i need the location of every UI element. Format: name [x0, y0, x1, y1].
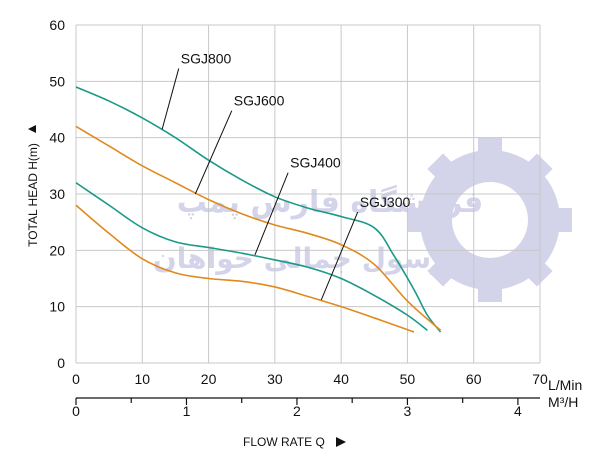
x-tick-label-m3h: 1: [183, 403, 191, 419]
watermark: FARS فروشگاه فارس پمپ رسول جمالی خواهان: [153, 138, 572, 302]
y-tick-label: 20: [49, 242, 65, 258]
annotation-leader-sgj800: [161, 68, 180, 130]
y-axis-title: TOTAL HEAD H(m): [26, 125, 40, 247]
x-axis-title: FLOW RATE Q: [243, 435, 325, 449]
gear-logo-icon: [408, 138, 572, 302]
x-tick-label-m3h: 4: [514, 403, 522, 419]
series-layer: [75, 86, 442, 333]
watermark-line-1: فروشگاه فارس پمپ: [177, 184, 483, 220]
watermark-logo-text: FARS: [470, 257, 507, 273]
x-tick-label-lmin: 30: [267, 371, 283, 387]
y-axis-label: TOTAL HEAD H(m): [26, 143, 40, 247]
x-tick-label-m3h: 3: [404, 403, 412, 419]
x-unit-lmin: L/Min: [548, 377, 582, 393]
annotation-leader-sgj300: [320, 211, 359, 301]
x-tick-label-lmin: 0: [72, 371, 80, 387]
series-line-sgj400: [75, 182, 428, 331]
grid: [75, 24, 541, 364]
watermark-line-2: رسول جمالی خواهان: [153, 242, 447, 275]
annotation-label-sgj600: SGJ600: [234, 93, 285, 109]
y-axis-arrow-icon: [28, 125, 36, 133]
x-tick-label-lmin: 20: [201, 371, 217, 387]
annotation-label-sgj300: SGJ300: [360, 194, 411, 210]
y-tick-label: 60: [49, 17, 65, 33]
annotation-label-sgj800: SGJ800: [181, 50, 232, 66]
x-tick-label-lmin: 60: [466, 371, 482, 387]
x-unit-m3h: M³/H: [548, 394, 578, 410]
y-tick-label: 30: [49, 186, 65, 202]
y-tick-label: 50: [49, 73, 65, 89]
x-tick-label-lmin: 50: [400, 371, 416, 387]
x-axis-arrow-icon: [336, 437, 346, 447]
annotation-leader-sgj400: [254, 172, 289, 256]
x-tick-label-m3h: 2: [293, 403, 301, 419]
series-line-sgj600: [75, 125, 442, 331]
x-tick-label-lmin: 40: [333, 371, 349, 387]
axes: TOTAL HEAD H(m) L/Min M³/H FLOW RATE Q 0…: [26, 17, 582, 449]
annotation-label-sgj400: SGJ400: [290, 155, 341, 171]
y-tick-label: 0: [57, 355, 65, 371]
y-tick-label: 40: [49, 130, 65, 146]
x-tick-label-m3h: 0: [72, 403, 80, 419]
y-tick-label: 10: [49, 299, 65, 315]
series-line-sgj800: [75, 86, 442, 333]
annotation-leader-sgj600: [194, 110, 233, 195]
series-line-sgj300: [75, 204, 415, 333]
x-tick-label-lmin: 10: [134, 371, 150, 387]
x-tick-label-lmin: 70: [532, 371, 548, 387]
annotation-layer: SGJ800 SGJ600 SGJ400 SGJ300: [161, 50, 411, 301]
